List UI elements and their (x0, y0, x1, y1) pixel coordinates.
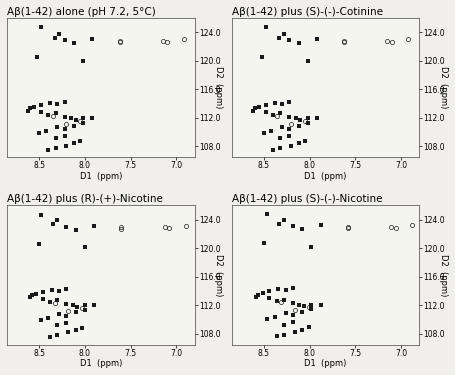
Y-axis label: D2  (ppm): D2 (ppm) (439, 254, 448, 296)
Y-axis label: D2  (ppm): D2 (ppm) (214, 66, 223, 108)
Text: Aβ(1-42) plus (S)-(-)-Cotinine: Aβ(1-42) plus (S)-(-)-Cotinine (232, 7, 383, 17)
X-axis label: D1  (ppm): D1 (ppm) (304, 359, 347, 368)
X-axis label: D1  (ppm): D1 (ppm) (80, 359, 122, 368)
X-axis label: D1  (ppm): D1 (ppm) (80, 171, 122, 180)
Text: Aβ(1-42) alone (pH 7.2, 5°C): Aβ(1-42) alone (pH 7.2, 5°C) (7, 7, 156, 17)
Y-axis label: D2  (ppm): D2 (ppm) (439, 66, 448, 108)
Text: Aβ(1-42) plus (R)-(+)-Nicotine: Aβ(1-42) plus (R)-(+)-Nicotine (7, 195, 163, 204)
Text: Aβ(1-42) plus (S)-(-)-Nicotine: Aβ(1-42) plus (S)-(-)-Nicotine (232, 195, 382, 204)
X-axis label: D1  (ppm): D1 (ppm) (304, 171, 347, 180)
Y-axis label: D2  (ppm): D2 (ppm) (214, 254, 223, 296)
